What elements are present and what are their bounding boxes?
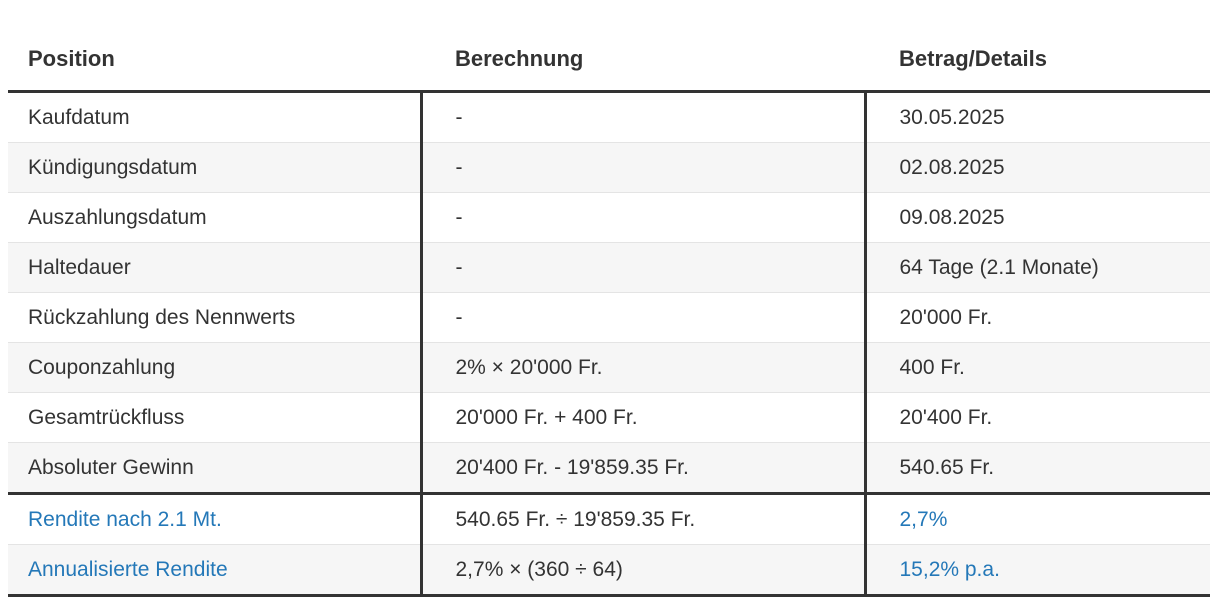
table-row-auszahlungsdatum: Auszahlungsdatum - 09.08.2025	[8, 192, 1210, 243]
column-header-betrag-details: Betrag/Details	[865, 38, 1210, 93]
cell-berechnung: -	[419, 91, 865, 143]
cell-position: Couponzahlung	[28, 355, 176, 379]
cell-position: Annualisierte Rendite	[28, 557, 228, 581]
cell-position: Haltedauer	[28, 255, 131, 279]
cell-berechnung: 20'400 Fr. - 19'859.35 Fr.	[419, 442, 865, 494]
cell-betrag: 15,2% p.a.	[863, 544, 1210, 596]
cell-betrag: 20'000 Fr.	[863, 292, 1210, 343]
cell-berechnung: 2% × 20'000 Fr.	[419, 342, 865, 393]
cell-betrag: 09.08.2025	[863, 192, 1210, 243]
header-row: Position Berechnung Betrag/Details	[8, 38, 1210, 93]
cell-berechnung: 540.65 Fr. ÷ 19'859.35 Fr.	[419, 493, 865, 545]
cell-betrag: 540.65 Fr.	[863, 442, 1210, 494]
cell-betrag: 20'400 Fr.	[863, 392, 1210, 443]
cell-position: Auszahlungsdatum	[28, 205, 207, 229]
table-row-kuendigungsdatum: Kündigungsdatum - 02.08.2025	[8, 142, 1210, 193]
table-row-rendite: Rendite nach 2.1 Mt. 540.65 Fr. ÷ 19'859…	[8, 493, 1210, 545]
cell-berechnung: -	[419, 142, 865, 193]
cell-position: Kündigungsdatum	[28, 155, 198, 179]
cell-betrag: 02.08.2025	[863, 142, 1210, 193]
table-row-couponzahlung: Couponzahlung 2% × 20'000 Fr. 400 Fr.	[8, 342, 1210, 393]
column-header-berechnung: Berechnung	[421, 38, 865, 93]
cell-betrag: 400 Fr.	[863, 342, 1210, 393]
cell-betrag: 64 Tage (2.1 Monate)	[863, 242, 1210, 293]
cell-berechnung: 2,7% × (360 ÷ 64)	[419, 544, 865, 596]
cell-position: Absoluter Gewinn	[28, 455, 194, 479]
table-row-rueckzahlung-nennwert: Rückzahlung des Nennwerts - 20'000 Fr.	[8, 292, 1210, 343]
table-row-absoluter-gewinn: Absoluter Gewinn 20'400 Fr. - 19'859.35 …	[8, 442, 1210, 494]
table-row-gesamtrueckfluss: Gesamtrückfluss 20'000 Fr. + 400 Fr. 20'…	[8, 392, 1210, 443]
cell-betrag: 30.05.2025	[863, 91, 1210, 143]
table-row-haltedauer: Haltedauer - 64 Tage (2.1 Monate)	[8, 242, 1210, 293]
cell-berechnung: -	[419, 192, 865, 243]
calculation-table: Position Berechnung Betrag/Details Kaufd…	[8, 38, 1210, 597]
cell-position: Gesamtrückfluss	[28, 405, 185, 429]
cell-position: Kaufdatum	[28, 105, 130, 129]
table-row-kaufdatum: Kaufdatum - 30.05.2025	[8, 91, 1210, 143]
cell-position: Rückzahlung des Nennwerts	[28, 305, 296, 329]
column-header-position: Position	[8, 38, 421, 93]
cell-betrag: 2,7%	[863, 493, 1210, 545]
table-row-annualisierte-rendite: Annualisierte Rendite 2,7% × (360 ÷ 64) …	[8, 544, 1210, 596]
cell-berechnung: -	[419, 242, 865, 293]
cell-position: Rendite nach 2.1 Mt.	[28, 507, 222, 531]
cell-berechnung: -	[419, 292, 865, 343]
cell-berechnung: 20'000 Fr. + 400 Fr.	[419, 392, 865, 443]
